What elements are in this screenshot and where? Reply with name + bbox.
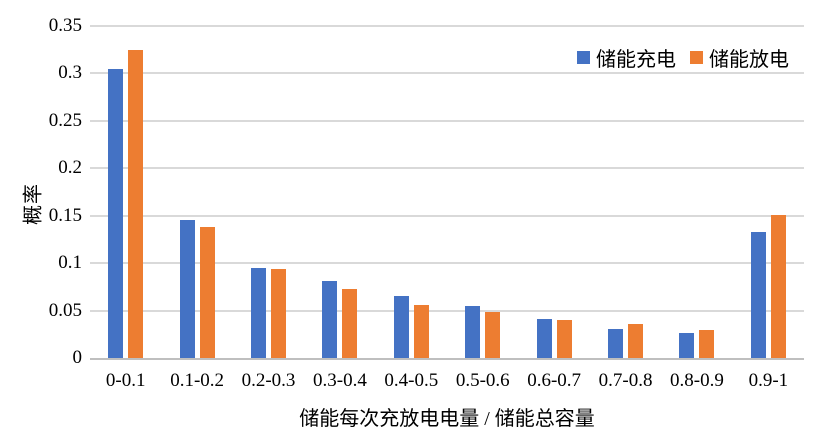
- x-tick-label-9: 0.9-1: [748, 370, 789, 391]
- x-axis-title: 储能每次充放电电量 / 储能总容量: [299, 408, 595, 430]
- bar-s0-c7: [608, 328, 624, 358]
- y-tick-label-4: 0.2: [58, 157, 82, 179]
- y-tick-label-1: 0.05: [48, 299, 82, 321]
- bar-group-8: [661, 26, 732, 358]
- bar-s1-c9: [770, 214, 786, 358]
- bar-group-4: [376, 26, 447, 358]
- gridline-7: [90, 25, 804, 27]
- x-tick-label-7: 0.7-0.8: [598, 370, 653, 391]
- x-tick-label-5: 0.5-0.6: [455, 370, 510, 391]
- y-axis-tick-labels: 0 0.05 0.1 0.15 0.2 0.25 0.3 0.35: [0, 0, 82, 440]
- bar-s1-c5: [485, 312, 501, 358]
- bar-group-3: [304, 26, 375, 358]
- x-tick-label-2: 0.2-0.3: [241, 370, 296, 391]
- bar-s1-c7: [628, 323, 644, 358]
- bar-group-6: [518, 26, 589, 358]
- gridline-4: [90, 167, 804, 170]
- bar-s0-c4: [393, 296, 409, 358]
- legend-label-1: 储能放电: [709, 49, 789, 71]
- legend: 储能充电 储能放电: [577, 43, 789, 72]
- x-tick-label-0: 0-0.1: [105, 370, 146, 391]
- x-axis-tick-labels: 0-0.1 0.1-0.2 0.2-0.3 0.3-0.4 0.4-0.5 0.5-0.6…: [90, 370, 804, 392]
- bar-group-0: [90, 26, 161, 358]
- y-tick-label-0: 0: [72, 347, 83, 368]
- y-tick-label-6: 0.3: [58, 62, 82, 84]
- bar-s0-c6: [536, 319, 552, 358]
- legend-item-1: 储能放电: [690, 43, 789, 72]
- bar-s1-c3: [342, 288, 358, 358]
- bar-group-1: [161, 26, 232, 358]
- x-tick-label-3: 0.3-0.4: [313, 370, 367, 391]
- gridline-2: [90, 262, 804, 265]
- gridline-6: [90, 72, 804, 75]
- y-tick-label-7: 0.35: [48, 15, 82, 36]
- legend-label-0: 储能充电: [596, 49, 676, 71]
- bar-group-5: [447, 26, 518, 358]
- gridline-5: [90, 119, 804, 122]
- plot-area: [90, 25, 804, 360]
- bar-group-2: [233, 26, 304, 358]
- legend-swatch-icon: [577, 51, 590, 64]
- bar-s1-c0: [128, 49, 144, 358]
- bar-s0-c3: [322, 281, 338, 358]
- legend-item-0: 储能充电: [577, 43, 676, 72]
- gridline-1: [90, 309, 804, 312]
- bar-groups: [90, 26, 804, 358]
- legend-swatch-icon: [690, 51, 703, 64]
- bar-s0-c5: [465, 305, 481, 358]
- y-tick-label-3: 0.15: [48, 204, 82, 226]
- x-tick-label-6: 0.6-0.7: [527, 370, 582, 391]
- bar-s1-c2: [271, 268, 287, 358]
- bar-group-9: [733, 26, 804, 358]
- x-tick-label-1: 0.1-0.2: [170, 370, 225, 391]
- y-tick-label-2: 0.1: [58, 252, 82, 274]
- bar-s0-c2: [251, 267, 267, 358]
- bar-s0-c0: [108, 68, 124, 358]
- y-tick-label-5: 0.25: [48, 109, 82, 131]
- bar-s0-c9: [750, 231, 766, 358]
- bar-s0-c1: [179, 219, 195, 358]
- gridline-3: [90, 214, 804, 217]
- x-tick-label-8: 0.8-0.9: [670, 370, 724, 391]
- bar-s1-c1: [199, 227, 215, 358]
- bar-s1-c6: [556, 320, 572, 358]
- bar-group-7: [590, 26, 661, 358]
- bar-s1-c8: [699, 329, 715, 358]
- x-tick-label-4: 0.4-0.5: [384, 370, 439, 391]
- bar-s1-c4: [413, 304, 429, 358]
- bar-s0-c8: [679, 333, 695, 358]
